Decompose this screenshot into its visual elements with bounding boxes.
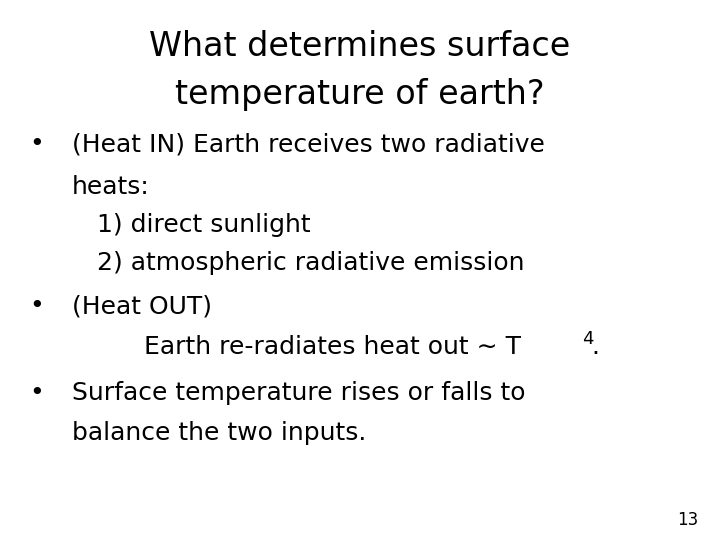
- Text: 1) direct sunlight: 1) direct sunlight: [97, 213, 311, 237]
- Text: (Heat OUT): (Heat OUT): [72, 294, 212, 318]
- Text: •: •: [29, 381, 43, 404]
- Text: 13: 13: [677, 511, 698, 529]
- Text: Surface temperature rises or falls to: Surface temperature rises or falls to: [72, 381, 526, 404]
- Text: What determines surface: What determines surface: [149, 30, 571, 63]
- Text: Earth re-radiates heat out ∼ T: Earth re-radiates heat out ∼ T: [144, 335, 521, 359]
- Text: •: •: [29, 294, 43, 318]
- Text: 4: 4: [582, 330, 593, 348]
- Text: •: •: [29, 132, 43, 156]
- Text: 2) atmospheric radiative emission: 2) atmospheric radiative emission: [97, 251, 525, 275]
- Text: .: .: [592, 335, 600, 359]
- Text: balance the two inputs.: balance the two inputs.: [72, 421, 366, 445]
- Text: temperature of earth?: temperature of earth?: [175, 78, 545, 111]
- Text: heats:: heats:: [72, 176, 150, 199]
- Text: (Heat IN) Earth receives two radiative: (Heat IN) Earth receives two radiative: [72, 132, 545, 156]
